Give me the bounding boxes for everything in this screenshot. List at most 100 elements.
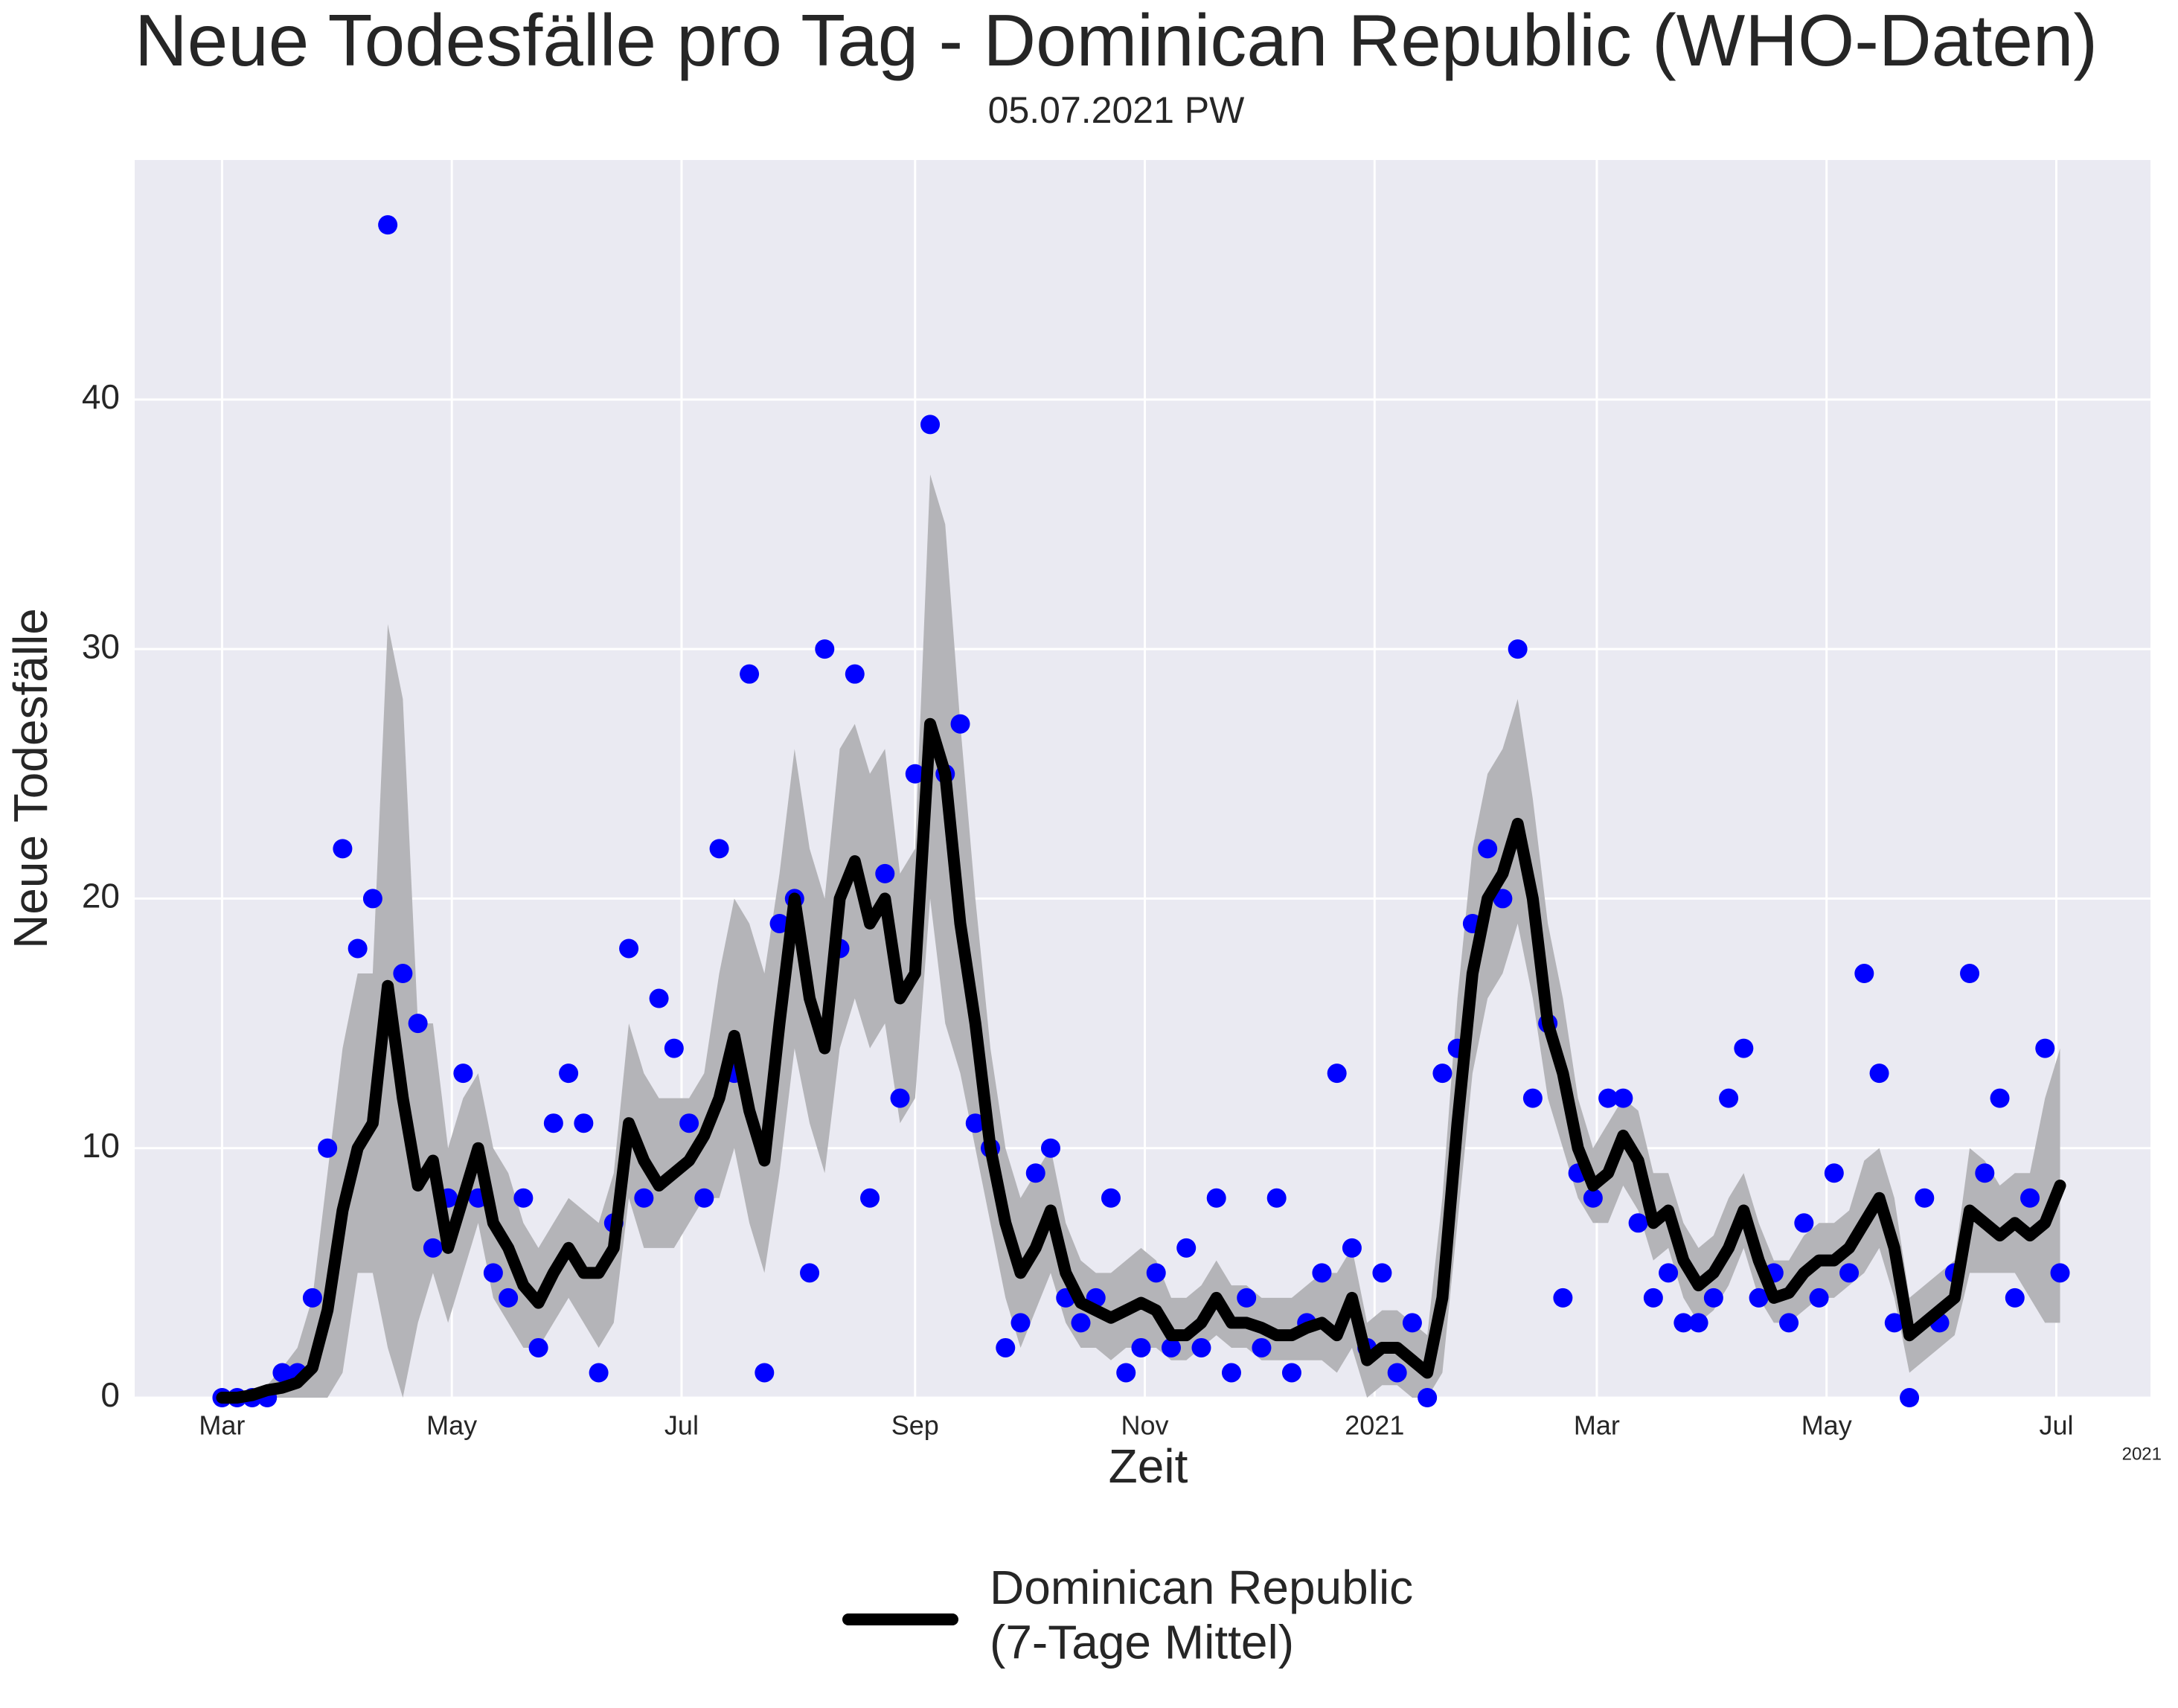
data-point xyxy=(860,1188,880,1208)
data-point xyxy=(619,938,639,959)
data-point xyxy=(589,1363,609,1383)
data-point xyxy=(845,664,865,684)
data-point xyxy=(1402,1313,1422,1333)
data-point xyxy=(574,1113,594,1133)
data-point xyxy=(890,1088,910,1108)
y-tick-label: 10 xyxy=(82,1126,120,1165)
data-point xyxy=(1854,964,1874,984)
x-tick-label: May xyxy=(426,1410,477,1441)
data-point xyxy=(543,1113,563,1133)
mean-line xyxy=(216,717,2066,1404)
data-point xyxy=(1613,1088,1633,1108)
x-tick-label: Sep xyxy=(891,1410,939,1441)
data-point xyxy=(1522,1088,1543,1108)
data-point xyxy=(649,988,669,1008)
data-point xyxy=(559,1063,579,1084)
data-point xyxy=(393,964,413,984)
data-point xyxy=(950,714,970,734)
x-tick-label: Nov xyxy=(1121,1410,1169,1441)
data-point xyxy=(1387,1363,1407,1383)
y-tick-label: 0 xyxy=(100,1375,120,1414)
data-point xyxy=(272,1363,292,1383)
data-point xyxy=(1960,964,1980,984)
x-tick-label: 2021 xyxy=(1345,1410,1404,1441)
data-point xyxy=(2035,1038,2055,1058)
data-point xyxy=(333,839,353,859)
x-tick-label: May xyxy=(1801,1410,1852,1441)
data-point xyxy=(302,1288,322,1308)
y-tick-label: 20 xyxy=(82,877,120,915)
data-point xyxy=(905,764,925,784)
data-point xyxy=(1673,1313,1694,1333)
data-point xyxy=(1884,1313,1904,1333)
data-point xyxy=(513,1188,534,1208)
data-point xyxy=(755,1363,775,1383)
data-point xyxy=(1809,1288,1829,1308)
data-point xyxy=(1101,1188,1121,1208)
data-point xyxy=(1206,1188,1226,1208)
data-point xyxy=(1116,1363,1136,1383)
data-point xyxy=(800,1263,820,1283)
data-point xyxy=(1221,1363,1241,1383)
data-point xyxy=(347,938,368,959)
data-point xyxy=(2050,1263,2070,1283)
y-tick-label: 40 xyxy=(82,377,120,416)
x-tick-label: Mar xyxy=(1574,1410,1620,1441)
data-point xyxy=(1327,1063,1347,1084)
data-point xyxy=(1703,1288,1723,1308)
data-point xyxy=(1628,1213,1648,1233)
x-tick-label: Jul xyxy=(2039,1410,2073,1441)
y-tick-label: 30 xyxy=(82,627,120,665)
data-point xyxy=(1794,1213,1814,1233)
data-point xyxy=(1915,1188,1935,1208)
data-point xyxy=(769,913,789,933)
data-point xyxy=(1252,1337,1272,1357)
data-point xyxy=(1900,1388,1920,1407)
data-point xyxy=(1432,1063,1452,1084)
data-point xyxy=(1266,1188,1287,1208)
data-point xyxy=(2005,1288,2025,1308)
data-point xyxy=(1071,1313,1091,1333)
data-point xyxy=(1478,839,1498,859)
data-point xyxy=(679,1113,699,1133)
data-point xyxy=(1598,1088,1618,1108)
y-axis-label: Neue Todesfälle xyxy=(4,608,57,949)
data-point xyxy=(740,664,760,684)
data-point xyxy=(528,1337,548,1357)
data-point xyxy=(1372,1263,1392,1283)
data-point xyxy=(1583,1188,1603,1208)
data-point xyxy=(815,639,835,659)
data-point xyxy=(1146,1263,1166,1283)
data-point xyxy=(1237,1288,1257,1308)
chart-subtitle: 05.07.2021 PW xyxy=(988,89,1245,131)
data-point xyxy=(2020,1188,2040,1208)
data-point xyxy=(1824,1163,1844,1183)
data-point xyxy=(1131,1337,1151,1357)
data-point xyxy=(1493,889,1513,909)
x-axis-label: Zeit xyxy=(1109,1439,1188,1493)
data-point xyxy=(1643,1288,1663,1308)
data-point xyxy=(1869,1063,1889,1084)
legend-label: Dominican Republic (7-Tage Mittel) xyxy=(990,1561,1413,1669)
data-point xyxy=(408,1014,428,1034)
data-point xyxy=(1176,1238,1197,1258)
data-point xyxy=(634,1188,654,1208)
data-point xyxy=(694,1188,714,1208)
x-offset-label: 2021 xyxy=(2122,1444,2162,1464)
data-point xyxy=(965,1113,985,1133)
data-point xyxy=(1839,1263,1860,1283)
data-point xyxy=(709,839,729,859)
data-point xyxy=(1010,1313,1031,1333)
data-point xyxy=(453,1063,473,1084)
data-point xyxy=(1719,1088,1739,1108)
data-point xyxy=(1281,1363,1301,1383)
data-point xyxy=(996,1337,1016,1357)
data-point xyxy=(1418,1388,1438,1407)
x-tick-label: Mar xyxy=(199,1410,245,1441)
data-point xyxy=(1040,1138,1060,1158)
data-point xyxy=(362,889,382,909)
data-point xyxy=(920,415,941,435)
data-point xyxy=(1161,1337,1181,1357)
x-tick-label: Jul xyxy=(664,1410,699,1441)
